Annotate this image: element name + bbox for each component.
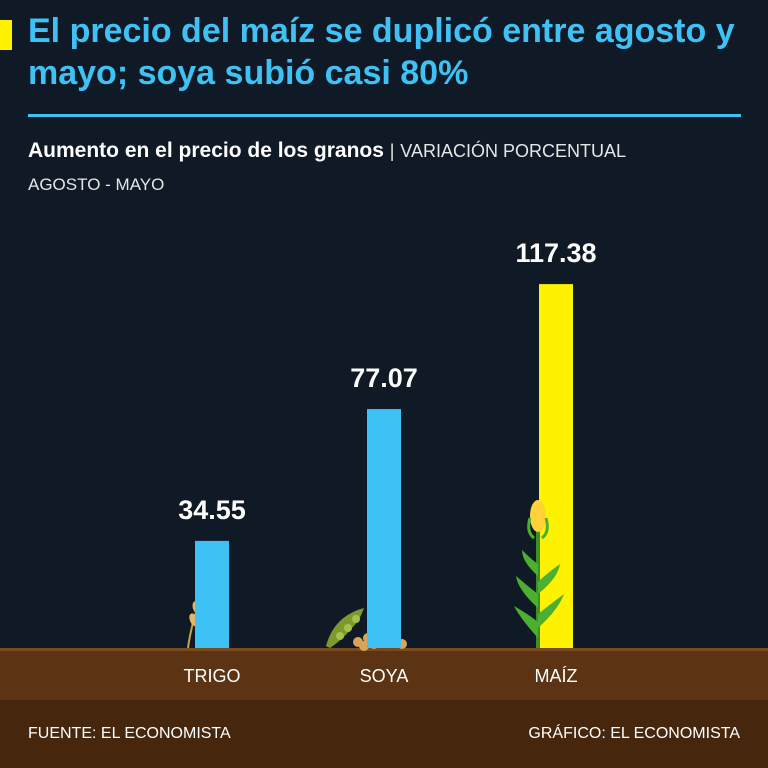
- bar-maiz: [539, 284, 573, 648]
- chart-subtitle: Aumento en el precio de los granos | VAR…: [28, 138, 758, 164]
- source-note: FUENTE: EL ECONOMISTA: [28, 725, 231, 742]
- subtitle-separator: |: [389, 141, 395, 161]
- chart-title: Aumento en el precio de los granos: [28, 139, 384, 162]
- data-label-trigo: 34.55: [178, 495, 246, 525]
- category-label-soya: SOYA: [360, 666, 409, 686]
- bar-chart: 34.55 77.07 117.38 TRIGO SOYA MAÍZ: [0, 238, 768, 700]
- credit-note: GRÁFICO: EL ECONOMISTA: [528, 725, 740, 742]
- chart-unit: VARIACIÓN PORCENTUAL: [400, 141, 626, 161]
- chart-period: AGOSTO - MAYO: [28, 175, 165, 194]
- ground-edge: [0, 648, 768, 651]
- category-label-maiz: MAÍZ: [535, 666, 578, 686]
- headline: El precio del maíz se duplicó entre agos…: [28, 12, 735, 92]
- corn-plant-icon: [514, 500, 564, 648]
- bar-trigo: [195, 540, 229, 648]
- bar-soya: [367, 409, 401, 648]
- category-label-trigo: TRIGO: [184, 666, 241, 686]
- ground-strip: [0, 648, 768, 700]
- headline-accent-block: [0, 20, 12, 50]
- data-label-soya: 77.07: [350, 363, 418, 393]
- headline-divider: [28, 114, 741, 117]
- data-label-maiz: 117.38: [515, 238, 596, 268]
- footer-band: [0, 700, 768, 768]
